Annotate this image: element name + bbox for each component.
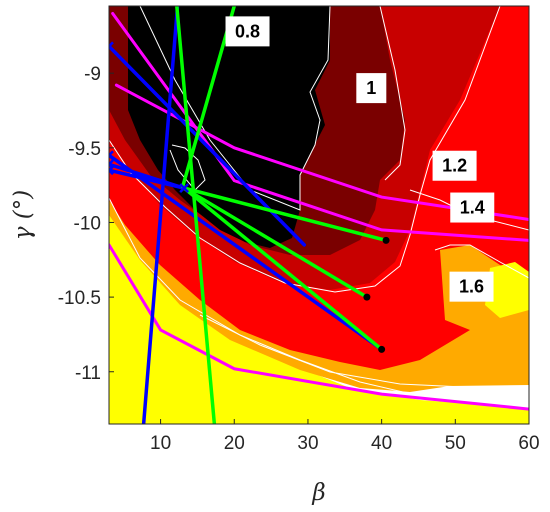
blue-line-2 xyxy=(109,153,384,352)
endpoint-marker-0 xyxy=(382,236,390,244)
green-line-2 xyxy=(182,186,388,243)
contour-label-box-3 xyxy=(450,192,495,223)
contour-labels: 0.8 1 1.2 1.4 1.6 xyxy=(225,16,495,302)
x-marker-3 xyxy=(109,165,114,176)
contour-label-box-2 xyxy=(432,150,477,181)
green-line-3 xyxy=(182,186,369,299)
magenta-curve-0 xyxy=(111,11,529,242)
endpoint-marker-2 xyxy=(378,345,386,353)
contour-label-3: 1.4 xyxy=(460,198,485,218)
plot-area xyxy=(109,6,529,424)
contour-label-1: 1 xyxy=(366,78,376,98)
x-axis-label: β xyxy=(311,480,325,506)
contour-label-2: 1.2 xyxy=(442,156,467,176)
contour-label-box-1 xyxy=(356,73,387,104)
region-yellow xyxy=(109,200,529,424)
x-tick-label-3: 40 xyxy=(371,433,392,454)
x-marker-1 xyxy=(109,150,114,161)
contour-line-4 xyxy=(379,6,406,181)
green-line-0 xyxy=(175,6,217,424)
markers xyxy=(109,41,390,353)
x-tick-label-5: 60 xyxy=(518,433,539,454)
contour-line-2 xyxy=(139,6,331,211)
y-tick-label-3: -10.5 xyxy=(58,288,101,309)
y-tick-label-4: -11 xyxy=(75,363,101,384)
contour-line-7 xyxy=(199,314,529,391)
plot-frame xyxy=(108,5,530,425)
blue-line-4 xyxy=(109,168,186,190)
y-tick-label-0: -9 xyxy=(84,64,101,85)
x-marker-4 xyxy=(179,183,190,194)
x-tick-label-1: 20 xyxy=(224,433,245,454)
y-tick-label-1: -9.5 xyxy=(68,139,101,160)
contour-label-0: 0.8 xyxy=(235,21,260,41)
y-axis-ticks: -9 -9.5 -10 -10.5 -11 xyxy=(58,64,114,384)
blue-line-0 xyxy=(141,6,180,424)
x-tick-label-4: 50 xyxy=(445,433,466,454)
x-axis-ticks: 10 20 30 40 50 60 xyxy=(150,419,540,454)
x-tick-label-2: 30 xyxy=(297,433,318,454)
contour-line-0 xyxy=(109,197,529,403)
green-line-4 xyxy=(182,186,384,352)
contour-label-box-0 xyxy=(225,16,270,47)
endpoint-marker-1 xyxy=(363,293,371,301)
x-marker-0 xyxy=(109,41,114,52)
contour-regions xyxy=(109,6,529,424)
x-tick-label-0: 10 xyxy=(150,433,171,454)
y-tick-label-2: -10 xyxy=(74,213,101,234)
contour-line-3 xyxy=(169,144,206,191)
region-yellow-bump xyxy=(485,262,529,318)
magenta-curve-2 xyxy=(109,243,529,411)
contour-line-5 xyxy=(434,244,529,279)
contour-label-box-4 xyxy=(449,271,494,302)
contour-label-4: 1.6 xyxy=(459,277,484,297)
y-axis-label: γ (°) xyxy=(10,190,36,241)
